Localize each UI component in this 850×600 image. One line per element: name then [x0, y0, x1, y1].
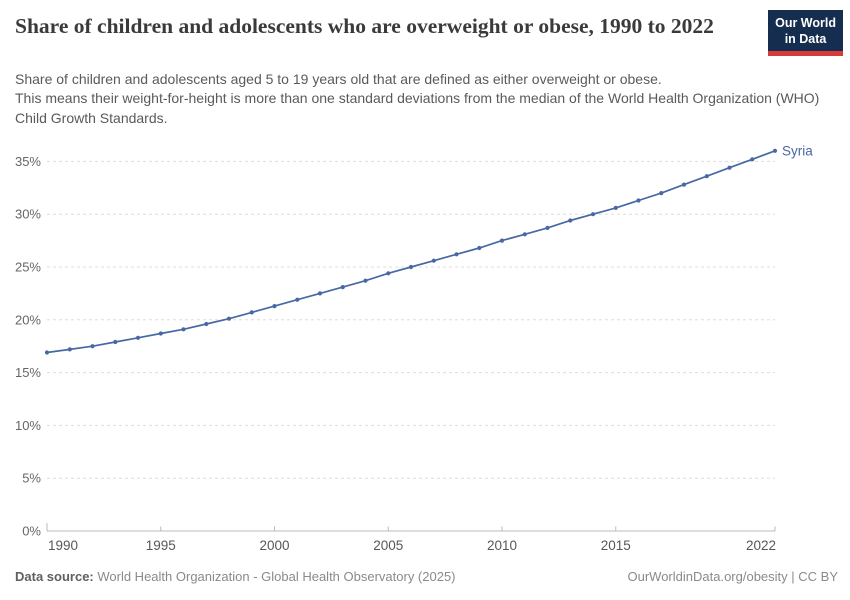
- data-point[interactable]: [226, 316, 232, 321]
- data-point[interactable]: [750, 157, 755, 162]
- data-source-text: World Health Organization - Global Healt…: [93, 569, 456, 584]
- x-tick-label: 1995: [146, 538, 176, 553]
- data-point[interactable]: [431, 258, 436, 263]
- data-point[interactable]: [386, 271, 391, 276]
- y-tick-label: 20%: [15, 312, 41, 327]
- data-source-label: Data source:: [15, 569, 94, 584]
- data-point[interactable]: [499, 238, 505, 243]
- data-point[interactable]: [181, 327, 186, 332]
- data-point[interactable]: [135, 335, 141, 340]
- chart-subtitle: Share of children and adolescents aged 5…: [15, 70, 833, 128]
- series-line[interactable]: [46, 150, 776, 354]
- series-end-label[interactable]: Syria: [782, 143, 813, 158]
- data-point[interactable]: [636, 198, 641, 203]
- data-point[interactable]: [772, 148, 778, 153]
- data-point[interactable]: [44, 350, 50, 355]
- y-tick-label: 15%: [15, 365, 41, 380]
- data-point[interactable]: [454, 252, 459, 257]
- data-point[interactable]: [727, 165, 732, 170]
- data-point[interactable]: [568, 218, 573, 223]
- data-point[interactable]: [704, 174, 709, 179]
- data-point[interactable]: [522, 232, 527, 237]
- data-point[interactable]: [158, 331, 163, 336]
- data-point[interactable]: [545, 225, 550, 230]
- chart-footer: Data source: World Health Organization -…: [15, 569, 838, 584]
- data-point[interactable]: [363, 278, 368, 283]
- subtitle-line: Share of children and adolescents aged 5…: [15, 71, 662, 87]
- chart-title: Share of children and adolescents who ar…: [15, 14, 714, 38]
- data-point[interactable]: [477, 245, 482, 251]
- data-point[interactable]: [590, 212, 596, 217]
- x-tick-label: 1990: [48, 538, 78, 553]
- y-tick-label: 5%: [22, 471, 41, 486]
- data-point[interactable]: [408, 264, 414, 270]
- data-point[interactable]: [67, 347, 72, 352]
- owid-url-license[interactable]: OurWorldinData.org/obesity | CC BY: [627, 569, 839, 584]
- data-point[interactable]: [249, 310, 254, 315]
- data-point[interactable]: [90, 344, 95, 349]
- data-point[interactable]: [340, 285, 345, 290]
- x-tick-label: 2010: [487, 538, 517, 553]
- data-source-note: Data source: World Health Organization -…: [15, 569, 456, 584]
- data-point[interactable]: [681, 182, 687, 187]
- data-point[interactable]: [113, 339, 118, 345]
- data-point[interactable]: [659, 191, 664, 196]
- y-tick-label: 10%: [15, 418, 41, 433]
- y-tick-label: 35%: [15, 154, 41, 169]
- x-tick-label: 2015: [601, 538, 631, 553]
- owid-logo-line2: in Data: [784, 31, 827, 46]
- owid-logo[interactable]: Our World in Data: [768, 10, 843, 57]
- y-tick-label: 25%: [15, 260, 41, 275]
- subtitle-line: This means their weight-for-height is mo…: [15, 90, 820, 126]
- data-point[interactable]: [613, 205, 618, 210]
- x-tick-label: 2005: [373, 538, 403, 553]
- y-tick-label: 30%: [15, 207, 41, 222]
- y-tick-label: 0%: [22, 524, 41, 539]
- x-tick-label: 2022: [746, 538, 776, 553]
- x-tick-label: 2000: [259, 538, 289, 553]
- data-point[interactable]: [295, 297, 300, 302]
- data-point[interactable]: [204, 321, 209, 327]
- data-point[interactable]: [317, 291, 323, 296]
- data-point[interactable]: [272, 304, 277, 309]
- owid-logo-line1: Our World: [775, 16, 836, 30]
